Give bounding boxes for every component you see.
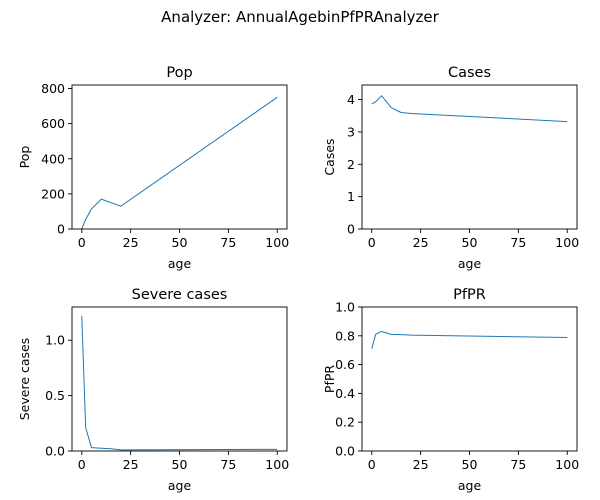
y-tick-label-pfpr: 0.6 [335, 357, 355, 372]
x-tick-label-pop: 100 [265, 235, 289, 250]
y-tick-label-pfpr: 1.0 [335, 300, 355, 315]
y-tick-label-severe-cases: 1.0 [45, 333, 65, 348]
subplot-severe-cases: Severe cases 0 25 50 75 100 0.0 0.5 1.0 age Severe… [17, 287, 289, 493]
x-tick-label-pop: 50 [172, 235, 188, 250]
axes-frame-severe-cases [71, 306, 288, 452]
x-axis-label-severe-cases: age [168, 478, 192, 493]
subplot-cases: Cases 0 25 50 75 100 0 1 2 3 4 age Cases [322, 65, 579, 271]
y-tick-label-cases: 3 [347, 124, 355, 139]
x-tick-label-cases: 100 [555, 235, 579, 250]
y-tick-label-pop: 600 [41, 116, 65, 131]
x-tick-label-pfpr: 0 [368, 457, 376, 472]
y-tick-label-cases: 1 [347, 189, 355, 204]
x-tick-label-severe-cases: 100 [265, 457, 289, 472]
y-axis-label-cases: Cases [322, 138, 337, 175]
x-tick-label-pfpr: 100 [555, 457, 579, 472]
x-tick-label-severe-cases: 50 [172, 457, 188, 472]
y-tick-label-pop: 800 [41, 81, 65, 96]
x-axis-label-pfpr: age [458, 478, 482, 493]
subplot-title-pop: Pop [166, 65, 192, 81]
subplot-pfpr: PfPR 0 25 50 75 100 0.0 0.2 0.4 0.6 0.8 1.0 age PfPR [322, 287, 579, 493]
axes-frame-pop [71, 84, 288, 230]
series-line-pfpr [371, 330, 568, 349]
axes-frame-cases [361, 84, 578, 230]
y-axis-label-severe-cases: Severe cases [17, 338, 32, 421]
y-axis-label-pfpr: PfPR [322, 365, 337, 393]
y-tick-label-pfpr: 0.0 [335, 444, 355, 459]
x-tick-label-severe-cases: 0 [78, 457, 86, 472]
y-tick-label-pop: 0 [57, 222, 65, 237]
y-tick-label-pfpr: 0.2 [335, 415, 355, 430]
y-tick-label-severe-cases: 0.0 [45, 444, 65, 459]
x-tick-label-pfpr: 75 [510, 457, 526, 472]
subplot-pop: Pop 0 25 50 75 100 0 200 400 600 800 age Pop [17, 65, 289, 271]
series-line-cases [371, 95, 568, 123]
y-tick-label-cases: 4 [347, 92, 355, 107]
x-tick-label-cases: 0 [368, 235, 376, 250]
x-tick-label-pfpr: 25 [413, 457, 429, 472]
x-axis-label-pop: age [168, 256, 192, 271]
x-tick-label-pfpr: 50 [462, 457, 478, 472]
series-line-severe-cases [81, 315, 278, 451]
y-tick-label-cases: 0 [347, 222, 355, 237]
x-tick-label-pop: 25 [123, 235, 139, 250]
x-tick-label-cases: 25 [413, 235, 429, 250]
y-tick-label-pfpr: 0.8 [335, 328, 355, 343]
axes-frame-pfpr [361, 306, 578, 452]
figure-title: Analyzer: AnnualAgebinPfPRAnalyzer [161, 8, 439, 26]
y-tick-label-pfpr: 0.4 [335, 386, 355, 401]
x-tick-label-cases: 50 [462, 235, 478, 250]
subplot-title-pfpr: PfPR [453, 287, 486, 303]
y-axis-label-pop: Pop [17, 146, 32, 169]
x-tick-label-severe-cases: 75 [220, 457, 236, 472]
x-tick-label-cases: 75 [510, 235, 526, 250]
x-tick-label-pop: 0 [78, 235, 86, 250]
y-tick-label-severe-cases: 0.5 [45, 388, 65, 403]
y-tick-label-pop: 200 [41, 186, 65, 201]
y-tick-label-cases: 2 [347, 157, 355, 172]
x-tick-label-pop: 75 [220, 235, 236, 250]
x-axis-label-cases: age [458, 256, 482, 271]
series-line-pop [81, 96, 278, 230]
y-tick-label-pop: 400 [41, 151, 65, 166]
x-tick-label-severe-cases: 25 [123, 457, 139, 472]
subplot-title-severe-cases: Severe cases [132, 287, 228, 303]
subplot-title-cases: Cases [448, 65, 491, 81]
